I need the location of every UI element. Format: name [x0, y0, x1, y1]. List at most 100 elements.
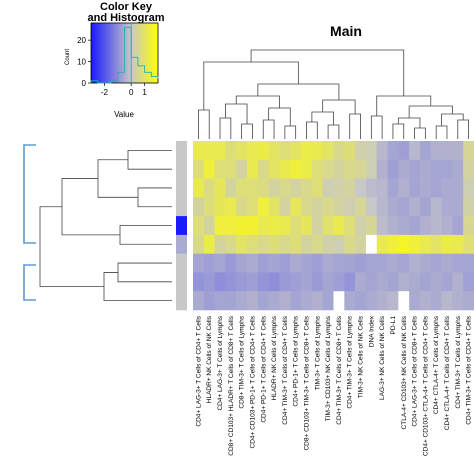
heatmap-cell — [257, 178, 269, 198]
row-side-color — [176, 178, 187, 198]
heatmap-cell — [398, 197, 410, 217]
row-dendrogram-link — [127, 149, 172, 170]
heatmap-cell — [214, 234, 226, 254]
column-labels: CD4+ LAG-3+ T Cells of CD4+ T Cells HLADR… — [195, 315, 472, 456]
column-dendrogram-link — [262, 119, 275, 139]
heatmap-cell — [236, 234, 248, 254]
heatmap-cell — [247, 253, 259, 273]
heatmap-cell — [322, 197, 334, 217]
heatmap-cell — [344, 234, 356, 254]
heatmap-cell — [452, 253, 464, 273]
key-y-tick-label: 0 — [82, 79, 87, 88]
heatmap-cell — [225, 197, 237, 217]
heatmap-cell — [257, 272, 269, 292]
column-label: CD4+ PD-1+ T Cells of Lymphs — [293, 315, 300, 406]
heatmap-cell — [355, 253, 367, 273]
heatmap-cell — [268, 291, 280, 311]
heatmap-cell — [203, 272, 215, 292]
heatmap-cell — [311, 178, 323, 198]
heatmap-cell — [193, 197, 205, 217]
heatmap-cell — [398, 141, 410, 161]
heatmap-cell — [257, 159, 269, 179]
heatmap-cell — [355, 159, 367, 179]
column-dendrogram-link — [198, 109, 210, 139]
row-side-color — [176, 272, 187, 292]
heatmap-cell — [419, 291, 432, 311]
heatmap-cell — [419, 216, 432, 236]
row-side-colors — [176, 141, 187, 311]
heatmap-cell — [398, 159, 410, 179]
column-label: CD8+ TIM-3+ T Cells of Lymphs — [239, 315, 246, 408]
heatmap-cell — [387, 272, 399, 292]
heatmap-cell — [333, 141, 345, 161]
heatmap-cell — [441, 141, 453, 161]
heatmap-cell — [257, 216, 269, 236]
column-dendrogram-link — [311, 111, 334, 125]
heatmap-cell — [430, 216, 442, 236]
heatmap-cell — [203, 234, 215, 254]
column-dendrogram-link — [435, 125, 448, 139]
heatmap-cell — [279, 253, 291, 273]
heatmap-cell — [387, 159, 399, 179]
heatmap-cell — [193, 178, 205, 198]
heatmap-cell — [441, 178, 453, 198]
column-label: CD4+ TIM-3+ T Cells of Lymphs — [455, 315, 462, 408]
column-dendrogram-link — [225, 103, 248, 124]
heatmap-cell — [311, 141, 323, 161]
heatmap-cell — [441, 253, 453, 273]
heatmap-cell — [225, 272, 237, 292]
column-dendrogram-link — [203, 61, 299, 110]
heatmap-cell — [365, 197, 378, 217]
row-side-color — [176, 253, 187, 273]
column-dendrogram-link — [284, 125, 297, 139]
heatmap-cell — [311, 197, 323, 217]
heatmap-cell — [225, 141, 237, 161]
column-label: CD4+ CTLA-4+ T Cells of CD4+ T Cells — [444, 315, 451, 430]
column-dendrogram-link — [306, 121, 318, 139]
heatmap-cell — [225, 178, 237, 198]
heatmap-cell — [193, 272, 205, 292]
heatmap-cell — [268, 159, 280, 179]
heatmap-cell — [463, 291, 474, 311]
heatmap-cell — [398, 253, 410, 273]
heatmap-cell — [398, 234, 410, 254]
row-side-color — [176, 159, 187, 179]
heatmap-cell — [333, 272, 345, 292]
heatmap-cell — [344, 272, 356, 292]
heatmap-cell — [257, 291, 269, 311]
column-dendrogram-link — [408, 105, 453, 118]
heatmap-cell — [279, 272, 291, 292]
heatmap-cell — [247, 178, 259, 198]
heatmap-cell — [376, 253, 388, 273]
heatmap-cell — [365, 234, 378, 254]
heatmap-cell — [322, 141, 334, 161]
heatmap-cell — [387, 253, 399, 273]
column-dendrogram-link — [370, 115, 383, 139]
heatmap-cell — [322, 253, 334, 273]
heatmap-cell — [452, 272, 464, 292]
heatmap-cell — [398, 272, 410, 292]
heatmap-cell — [322, 234, 334, 254]
heatmap-cell — [344, 291, 356, 311]
heatmap-cell — [441, 234, 453, 254]
heatmap-cell — [279, 178, 291, 198]
heatmap-cell — [236, 216, 248, 236]
heatmap-cell — [257, 234, 269, 254]
heatmap-cell — [214, 159, 226, 179]
heatmap-cell — [247, 272, 259, 292]
column-dendrogram-link — [327, 124, 340, 139]
heatmap-cell — [268, 234, 280, 254]
heatmap-cell — [203, 159, 215, 179]
heatmap-cell — [365, 178, 378, 198]
heatmap-cell — [365, 141, 378, 161]
heatmap-cell — [398, 216, 410, 236]
heatmap-cell — [355, 234, 367, 254]
column-dendrogram — [198, 49, 469, 139]
heatmap-cell — [387, 234, 399, 254]
heatmap-cell — [268, 253, 280, 273]
heatmap-cell — [376, 291, 388, 311]
heatmap-cell — [203, 253, 215, 273]
heatmap-cell — [290, 253, 302, 273]
heatmap-cell — [376, 159, 388, 179]
